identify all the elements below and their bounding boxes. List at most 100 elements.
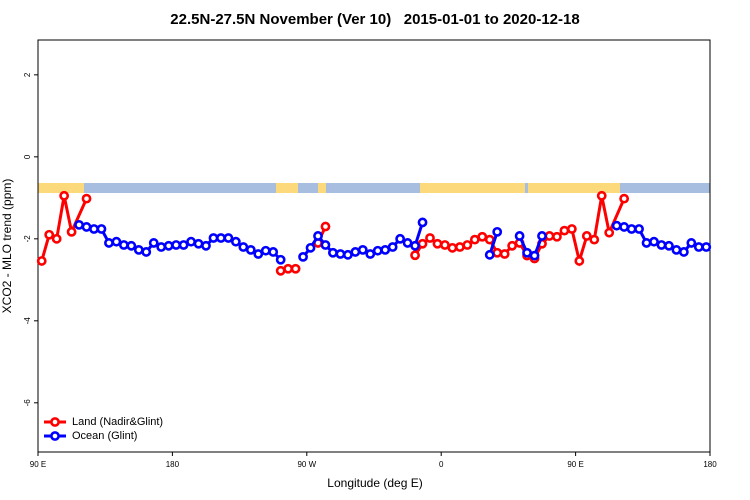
data-point	[81, 193, 92, 204]
data-point	[432, 238, 443, 249]
data-point	[552, 231, 562, 242]
data-point	[417, 238, 428, 249]
data-point	[372, 245, 383, 256]
x-tick-label: 90 W	[297, 460, 316, 469]
data-point	[492, 226, 503, 237]
data-point	[462, 240, 473, 250]
data-point	[671, 244, 682, 255]
data-point	[559, 225, 570, 236]
data-point	[357, 244, 368, 255]
legend-marker	[50, 417, 60, 427]
data-point	[589, 234, 600, 245]
data-point	[686, 238, 697, 248]
data-point	[619, 193, 630, 204]
y-tick-label: -6	[23, 399, 32, 407]
data-point	[141, 247, 152, 257]
data-point	[216, 233, 226, 243]
data-point	[118, 240, 129, 250]
data-point	[268, 247, 279, 257]
chart-title: 22.5N-27.5N November (Ver 10) 2015-01-01…	[170, 11, 579, 28]
data-point	[313, 231, 323, 241]
data-point	[566, 224, 577, 234]
legend-label: Ocean (Glint)	[72, 430, 137, 442]
data-point	[342, 249, 353, 260]
data-point	[365, 249, 376, 259]
x-axis-label: Longitude (deg E)	[327, 476, 422, 490]
data-point	[201, 240, 211, 251]
map-strip	[38, 183, 710, 193]
data-point	[626, 224, 637, 234]
data-point	[678, 247, 689, 257]
data-point	[126, 240, 137, 251]
x-tick-label: 180	[703, 460, 717, 469]
data-point	[447, 242, 458, 253]
data-point	[96, 224, 107, 234]
x-tick-label: 180	[166, 460, 180, 469]
data-point	[111, 236, 122, 247]
data-point	[469, 234, 480, 245]
data-point	[51, 233, 62, 244]
data-point	[104, 238, 114, 248]
data-point	[596, 190, 607, 201]
y-tick-label: 2	[23, 72, 32, 77]
data-point	[701, 242, 712, 252]
data-point	[544, 231, 555, 241]
data-point	[208, 233, 219, 243]
data-point	[59, 190, 70, 201]
legend-label: Land (Nadir&Glint)	[72, 416, 163, 428]
y-tick-label: 0	[23, 154, 32, 159]
data-point	[537, 231, 547, 241]
data-point	[522, 247, 532, 258]
x-tick-label: 0	[439, 460, 444, 469]
data-point	[156, 242, 167, 252]
data-point	[320, 240, 331, 250]
data-point	[260, 245, 271, 256]
data-point	[171, 240, 182, 250]
data-point	[298, 251, 308, 262]
data-point	[380, 244, 391, 255]
data-point	[320, 221, 331, 232]
data-point	[440, 240, 450, 250]
data-point	[186, 236, 196, 247]
x-tick-label: 90 E	[30, 460, 46, 469]
data-point	[387, 242, 398, 252]
data-point	[656, 240, 667, 250]
y-tick-label: -2	[23, 235, 32, 243]
data-point	[275, 265, 286, 276]
data-point	[634, 224, 644, 234]
data-point	[641, 238, 652, 248]
data-point	[574, 256, 585, 266]
data-point	[402, 238, 413, 248]
data-point	[230, 236, 241, 247]
data-point	[305, 242, 316, 253]
data-point	[454, 242, 465, 252]
data-point	[649, 236, 659, 247]
data-point	[693, 242, 704, 252]
data-point	[410, 240, 420, 251]
y-tick-label: -4	[23, 317, 32, 325]
data-point	[484, 249, 495, 260]
data-point	[36, 256, 47, 266]
data-point	[425, 233, 435, 243]
data-point	[238, 242, 249, 252]
data-point	[148, 238, 159, 248]
data-point	[529, 250, 540, 261]
data-point	[484, 234, 495, 245]
data-point	[350, 247, 361, 257]
y-axis-label: XCO2 - MLO trend (ppm)	[0, 179, 14, 314]
data-point	[395, 233, 406, 244]
data-point	[89, 224, 99, 234]
data-point	[81, 222, 92, 232]
data-point	[335, 249, 346, 259]
data-point	[290, 263, 301, 274]
data-point	[604, 227, 615, 238]
land-patches	[38, 183, 620, 193]
data-point	[477, 231, 488, 242]
legend-marker	[50, 431, 60, 441]
data-point	[66, 226, 77, 237]
data-point	[223, 233, 234, 243]
data-point	[283, 263, 294, 274]
data-point	[253, 249, 264, 259]
data-point	[74, 219, 84, 230]
